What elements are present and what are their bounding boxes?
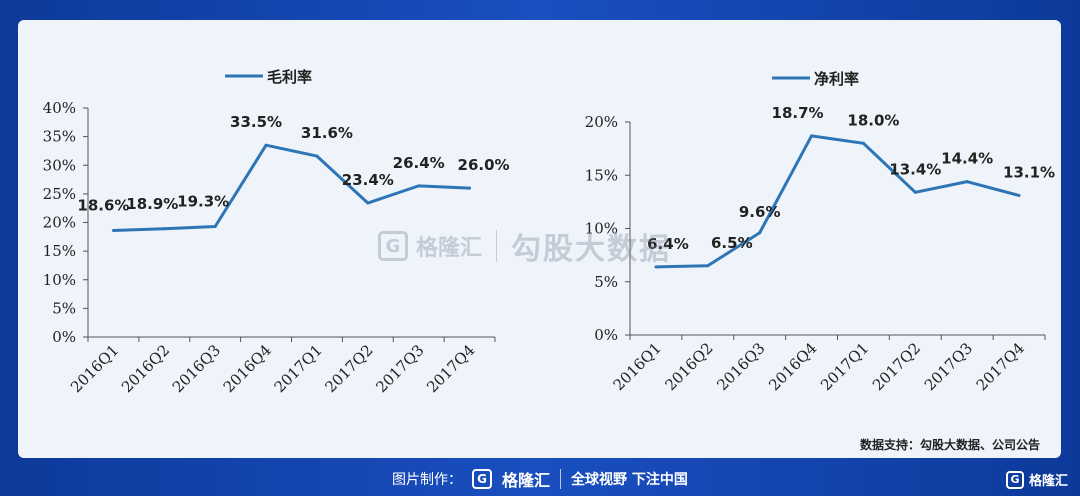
watermark: G 格隆汇 勾股大数据 [378, 224, 671, 268]
chart2-data-point [965, 180, 969, 184]
watermark-brand: 格隆汇 [416, 236, 483, 261]
chart2-data-label: 6.4% [647, 235, 689, 253]
chart1-data-label: 23.4% [342, 171, 394, 189]
chart1-x-tick-label: 2016Q4 [220, 341, 275, 396]
chart1-data-label: 31.6% [301, 124, 353, 142]
footer: 图片制作： G 格隆汇 全球视野 下注中国 [0, 462, 1080, 496]
chart2-x-tick-label: 2017Q1 [817, 339, 872, 394]
chart2-y-tick-label: 15% [585, 166, 618, 184]
chart2-x-tick-label: 2016Q3 [713, 339, 768, 394]
chart1-data-point [366, 201, 370, 205]
chart2-x-tick-label: 2017Q3 [921, 339, 976, 394]
source-note: 数据支持：勾股大数据、公司公告 [859, 438, 1040, 452]
chart2-x-tick-label: 2016Q4 [765, 339, 820, 394]
chart2-data-point [810, 134, 814, 138]
chart1-data-point [417, 184, 421, 188]
chart1-data-label: 26.4% [393, 154, 445, 172]
chart2-data-point [1017, 193, 1021, 197]
chart1-x-tick-label: 2017Q2 [321, 341, 376, 396]
chart1-data-label: 26.0% [458, 156, 510, 174]
chart2-y-tick-label: 0% [594, 326, 618, 344]
chart2-series-line [655, 134, 1020, 269]
chart1-data-label: 19.3% [177, 193, 229, 211]
chart2-x-tick-label: 2017Q2 [869, 339, 924, 394]
chart1-data-label: 33.5% [230, 113, 282, 131]
chart1-y-tick-label: 25% [43, 185, 76, 203]
chart1-x-tick-label: 2017Q1 [271, 341, 326, 396]
chart2-data-point [706, 264, 710, 268]
watermark-text: 勾股大数据 [511, 232, 672, 267]
chart1-legend-label: 毛利率 [267, 68, 312, 86]
chart1-series-line [113, 143, 470, 233]
chart1-y-tick-label: 30% [43, 156, 76, 174]
corner-logo: G 格隆汇 [1005, 470, 1068, 489]
chart1-x-tick-label: 2017Q4 [423, 341, 478, 396]
chart1-y-tick-label: 0% [52, 328, 76, 346]
chart2-data-label: 13.4% [889, 160, 941, 178]
chart1-y-tick-label: 20% [43, 214, 76, 232]
chart2-data-label: 13.1% [1003, 163, 1055, 181]
chart1-x-tick-label: 2017Q3 [372, 341, 427, 396]
chart2-data-point [758, 231, 762, 235]
chart2-x-tick-label: 2016Q2 [661, 339, 716, 394]
chart2-data-label: 6.5% [711, 234, 753, 252]
chart2-y-tick-label: 20% [585, 113, 618, 131]
footer-divider [560, 469, 562, 489]
chart2-data-label: 18.0% [847, 111, 899, 129]
watermark-divider [496, 230, 498, 262]
footer-logo-icon: G [472, 469, 493, 489]
footer-prefix: 图片制作： [392, 472, 463, 488]
chart2-x-tick-label: 2016Q1 [610, 339, 665, 394]
chart1-data-point [213, 225, 217, 229]
corner-logo-icon: G [1005, 470, 1024, 489]
chart2-y-tick-label: 5% [594, 273, 618, 291]
chart1-y-tick-label: 10% [43, 271, 76, 289]
chart2-y-tick-label: 10% [585, 220, 618, 238]
footer-slogan: 全球视野 下注中国 [571, 472, 688, 488]
chart1-y-tick-label: 35% [43, 128, 76, 146]
chart2-data-point [861, 141, 865, 145]
chart2-data-label: 18.7% [772, 104, 824, 122]
chart2-data-point [913, 190, 917, 194]
chart1-data-point [111, 229, 115, 233]
chart1-x-tick-label: 2016Q1 [67, 341, 122, 396]
watermark-logo-icon: G [378, 231, 408, 261]
chart1-y-tick-label: 40% [43, 99, 76, 117]
chart1-y-tick-label: 5% [52, 299, 76, 317]
chart1-y-tick-label: 15% [43, 242, 76, 260]
corner-brand: 格隆汇 [1028, 474, 1068, 489]
chart2-x-tick-label: 2017Q4 [973, 339, 1028, 394]
chart1-data-label: 18.9% [126, 195, 178, 213]
chart2-data-label: 9.6% [739, 203, 781, 221]
chart1-data-label: 18.6% [77, 197, 129, 215]
chart1-data-point [315, 154, 319, 158]
chart1-x-tick-label: 2016Q2 [118, 341, 173, 396]
chart1-data-point [264, 143, 268, 147]
chart2-data-label: 14.4% [941, 150, 993, 168]
chart-panel [18, 20, 1061, 458]
chart1-data-point [162, 227, 166, 231]
chart2-data-point [654, 265, 658, 269]
chart1-x-tick-label: 2016Q3 [169, 341, 224, 396]
chart1-data-point [468, 186, 472, 190]
footer-brand: 格隆汇 [502, 471, 551, 490]
chart2-legend-label: 净利率 [814, 70, 859, 88]
